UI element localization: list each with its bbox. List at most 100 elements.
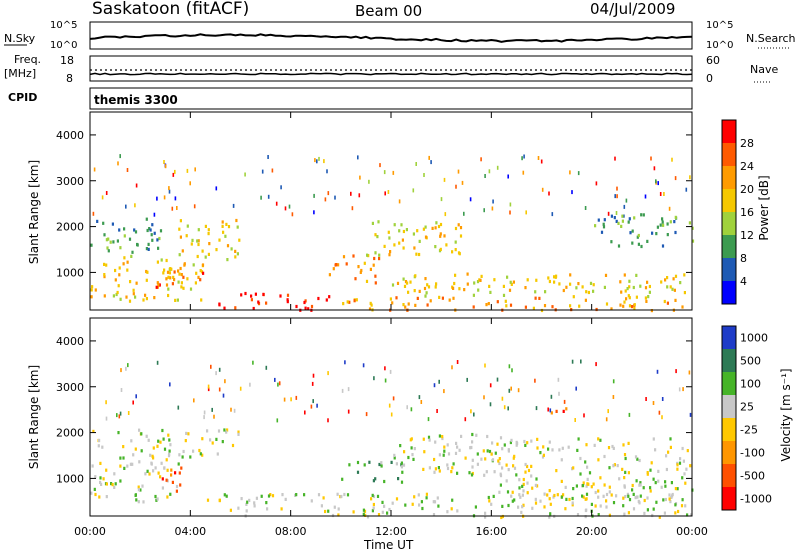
velocity-cell [105, 495, 108, 499]
velocity-cell [568, 497, 571, 502]
velocity-cell [521, 484, 524, 488]
power-cell [186, 168, 189, 173]
velocity-cell [511, 499, 514, 503]
velocity-cell [362, 512, 365, 516]
velocity-cell [524, 470, 527, 474]
power-cell [610, 214, 613, 218]
velocity-cell [368, 460, 371, 464]
velocity-cell [230, 407, 232, 412]
velocity-cell [211, 441, 214, 445]
velocity-cell [627, 511, 630, 515]
power-cell [674, 176, 677, 181]
power-cell [200, 298, 203, 302]
power-cell [156, 260, 159, 264]
velocity-cell [548, 515, 551, 519]
power-cell [666, 233, 669, 237]
velocity-cell [175, 484, 179, 489]
velocity-cell [316, 403, 318, 408]
velocity-cell [627, 494, 630, 498]
velocity-cell [634, 496, 637, 500]
power-cell [167, 275, 170, 279]
power-cell [607, 211, 610, 216]
velocity-cell [612, 446, 615, 450]
velocity-cell [454, 451, 458, 455]
velocity-cell [636, 495, 639, 499]
power-cell [627, 294, 630, 298]
velocity-cell [166, 479, 169, 483]
velocity-cell [652, 477, 655, 481]
velocity-cell [611, 444, 614, 449]
power-cell [488, 169, 491, 174]
velocity-cell [246, 500, 249, 504]
power-cell [313, 210, 315, 215]
power-cell [571, 190, 573, 195]
power-cell [395, 296, 398, 300]
velocity-cell [312, 399, 314, 404]
power-cell [402, 229, 405, 234]
power-cell [357, 155, 359, 160]
velocity-cell [534, 483, 537, 487]
velocity-cell [551, 448, 554, 452]
velocity-cell [585, 497, 588, 501]
power-cell [326, 169, 328, 174]
velocity-cell [654, 481, 657, 485]
power-cell [668, 206, 671, 211]
power-cell [569, 273, 572, 277]
power-cell [671, 287, 674, 291]
power-cell [640, 244, 643, 249]
velocity-cell [632, 492, 635, 496]
velocity-cell [496, 377, 499, 382]
velocity-cell [132, 453, 135, 457]
velocity-cell [135, 394, 137, 399]
power-cell [168, 271, 171, 275]
power-cell [133, 228, 136, 232]
velocity-cell [156, 444, 159, 448]
velocity-cell [165, 458, 168, 462]
velocity-cell [608, 466, 611, 470]
velocity-cell [676, 467, 679, 471]
velocity-cell [168, 438, 171, 442]
velocity-cell [639, 483, 642, 487]
velocity-cell [436, 496, 439, 500]
velocity-cell [622, 496, 625, 500]
power-cell [180, 285, 183, 289]
power-colorbar-tick-label: 24 [740, 160, 754, 173]
power-cell [130, 254, 133, 258]
velocity-cell [144, 472, 147, 476]
velocity-cell [130, 439, 133, 443]
power-cell [662, 223, 665, 227]
velocity-cell [526, 491, 529, 495]
power-cell [616, 186, 618, 191]
power-cell [393, 223, 396, 227]
velocity-cell [599, 476, 602, 480]
velocity-cell [526, 481, 529, 485]
velocity-cell [602, 494, 605, 498]
power-cell [238, 238, 241, 242]
power-cell [226, 244, 230, 248]
velocity-cell [536, 484, 539, 488]
power-colorbar-swatch [722, 281, 736, 304]
velocity-cell [550, 411, 553, 415]
velocity-cell [581, 494, 584, 498]
velocity-cell [99, 461, 102, 465]
power-cell [189, 287, 193, 291]
velocity-cell [245, 509, 248, 513]
power-cell [352, 254, 355, 258]
velocity-cell [689, 412, 692, 417]
power-cell [260, 195, 262, 200]
velocity-cell [507, 468, 510, 472]
power-cell [176, 298, 179, 302]
power-cell [325, 298, 328, 302]
power-cell [157, 246, 160, 250]
velocity-cell [475, 433, 478, 437]
velocity-cell [499, 474, 503, 478]
power-cell [509, 280, 512, 284]
velocity-cell [422, 467, 425, 471]
cpid-value: themis 3300 [94, 93, 178, 107]
power-cell [244, 291, 247, 296]
power-cell [605, 302, 609, 306]
power-cell [496, 165, 499, 170]
velocity-cell [437, 504, 440, 508]
velocity-cell [531, 506, 534, 510]
power-cell [431, 226, 434, 230]
